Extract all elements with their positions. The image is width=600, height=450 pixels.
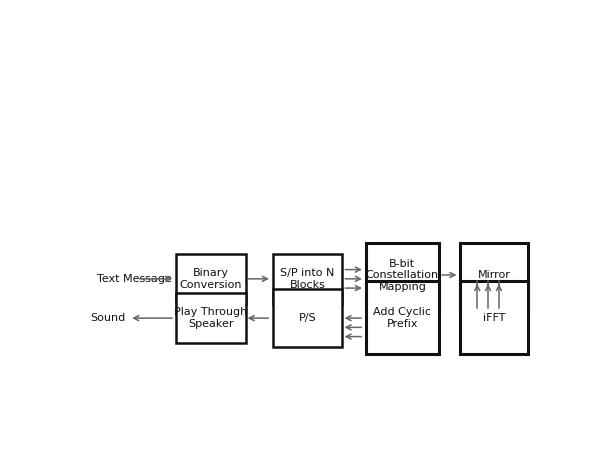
Text: Mirror: Mirror xyxy=(478,270,511,280)
Text: Binary
Conversion: Binary Conversion xyxy=(179,268,242,290)
Bar xyxy=(272,254,343,304)
Bar xyxy=(176,254,245,304)
Text: iFFT: iFFT xyxy=(483,313,505,323)
Bar xyxy=(272,289,343,347)
Text: Play Through
Speaker: Play Through Speaker xyxy=(174,307,247,328)
Bar xyxy=(176,292,245,343)
Bar xyxy=(365,243,439,308)
Text: B-bit
Constellation
Mapping: B-bit Constellation Mapping xyxy=(366,259,439,292)
Text: Add Cyclic
Prefix: Add Cyclic Prefix xyxy=(373,307,431,328)
Text: S/P into N
Blocks: S/P into N Blocks xyxy=(280,268,335,290)
Bar xyxy=(460,281,529,354)
Text: Text Message: Text Message xyxy=(97,274,172,284)
Text: Sound: Sound xyxy=(91,313,126,323)
Bar xyxy=(460,243,529,308)
Bar xyxy=(365,281,439,354)
Text: P/S: P/S xyxy=(299,313,316,323)
